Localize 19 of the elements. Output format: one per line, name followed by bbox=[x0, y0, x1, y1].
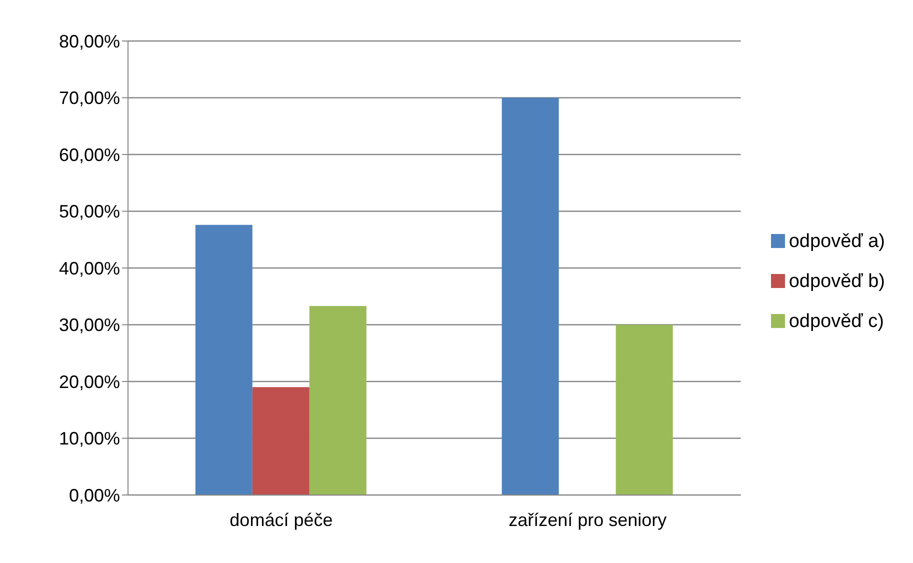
legend-label: odpověď c) bbox=[788, 310, 884, 332]
y-tick-label: 20,00% bbox=[58, 372, 120, 392]
x-tick-label: domácí péče bbox=[230, 510, 333, 530]
y-tick-label: 80,00% bbox=[58, 31, 120, 52]
bar bbox=[616, 324, 673, 495]
y-tick-label: 50,00% bbox=[58, 202, 120, 222]
y-tick-label: 40,00% bbox=[58, 258, 120, 278]
x-tick-label: zařízení pro seniory bbox=[508, 510, 667, 530]
y-tick-label: 10,00% bbox=[58, 428, 120, 449]
bar bbox=[502, 98, 559, 495]
bar bbox=[252, 387, 310, 495]
y-tick-label: 60,00% bbox=[58, 144, 120, 165]
bar bbox=[195, 224, 252, 495]
legend-label: odpověď b) bbox=[788, 270, 885, 292]
y-tick-label: 30,00% bbox=[58, 315, 120, 336]
y-tick-label: 0,00% bbox=[68, 485, 120, 506]
y-tick-label: 70,00% bbox=[58, 88, 120, 108]
bar bbox=[309, 306, 366, 495]
legend-label: odpověď a) bbox=[788, 230, 885, 252]
